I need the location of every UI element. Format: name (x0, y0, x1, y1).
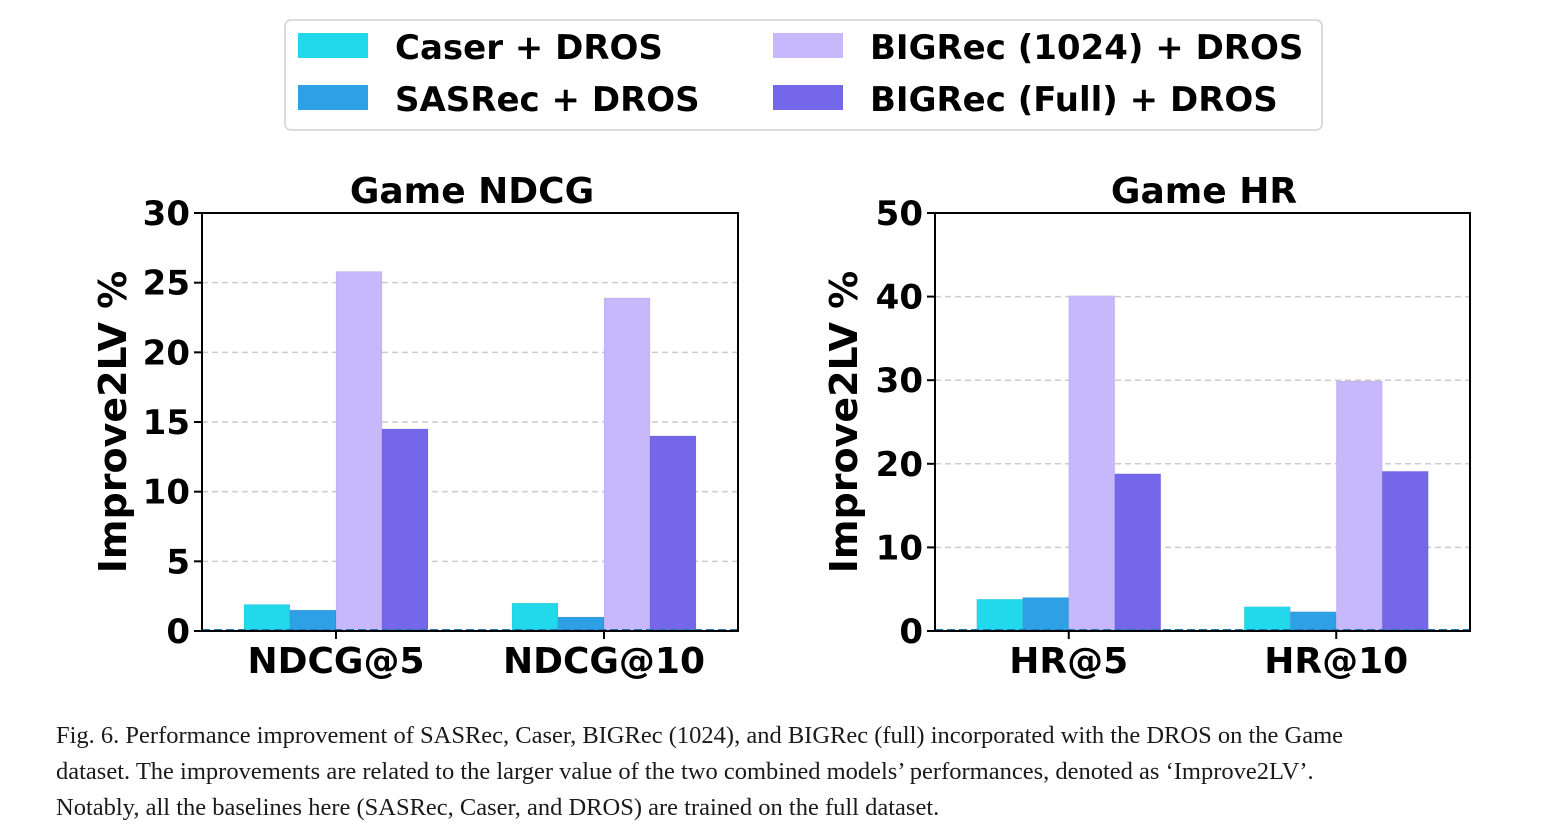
bar-sasrec-dros-hr-5 (1022, 597, 1070, 632)
x-tick-label-ndcg-10: NDCG@10 (503, 641, 705, 682)
y-tick-label: 5 (166, 542, 190, 582)
x-tick-label-hr-10: HR@10 (1264, 641, 1408, 682)
y-tick-label: 10 (143, 473, 190, 513)
bar-bigrec-full-dros-ndcg-10 (649, 435, 697, 632)
x-tick-label-hr-5: HR@5 (1009, 641, 1128, 682)
y-tick-label: 40 (876, 278, 923, 318)
y-tick-label: 20 (876, 445, 923, 485)
legend-label-bigrec-full-dros: BIGRec (Full) + DROS (870, 80, 1278, 120)
legend: Caser + DROS SASRec + DROS BIGRec (1024) +… (284, 19, 1323, 131)
bar-caser-dros-ndcg-5 (243, 604, 291, 632)
bar-sasrec-dros-ndcg-10 (557, 616, 605, 632)
legend-swatch-bigrec-1024-dros (773, 33, 843, 58)
bar-caser-dros-ndcg-10 (511, 602, 559, 632)
y-tick-label: 50 (876, 194, 923, 234)
legend-swatch-caser-dros (298, 33, 368, 58)
figure: Caser + DROS SASRec + DROS BIGRec (1024) +… (91, 19, 1471, 682)
bar-bigrec-1024-dros-ndcg-5 (335, 271, 383, 632)
caption-line-2: dataset. The improvements are related to… (56, 758, 1314, 785)
y-tick-label: 30 (876, 361, 923, 401)
chart-title: Game HR (1111, 171, 1297, 212)
panel-game-ndcg: 0 5 10 15 20 25 30 NDCG@5 NDCG@10 Game NDCG Improv… (91, 171, 739, 682)
bar-sasrec-dros-ndcg-5 (289, 609, 337, 632)
y-tick-label: 25 (143, 264, 190, 304)
y-axis-label: Improve2LV % (91, 271, 135, 573)
legend-frame (284, 19, 1323, 131)
y-tick-label: 20 (143, 333, 190, 373)
chart-title: Game NDCG (350, 171, 594, 212)
bar-bigrec-full-dros-hr-10 (1381, 470, 1429, 632)
bar-caser-dros-hr-5 (976, 598, 1024, 632)
y-tick-label: 10 (876, 528, 923, 568)
bar-caser-dros-hr-10 (1243, 606, 1291, 632)
legend-label-bigrec-1024-dros: BIGRec (1024) + DROS (870, 28, 1303, 68)
panel-game-hr: 0 10 20 30 40 50 HR@5 HR@10 Game HR Improve2LV % (822, 171, 1471, 682)
y-tick-label: 0 (899, 612, 923, 652)
bar-bigrec-1024-dros-hr-10 (1335, 380, 1383, 632)
y-tick-label: 30 (143, 194, 190, 234)
axes-frame (934, 212, 1471, 632)
bar-bigrec-1024-dros-hr-5 (1068, 295, 1116, 632)
caption-line-1: Fig. 6. Performance improvement of SASRe… (56, 722, 1344, 749)
y-axis-label: Improve2LV % (822, 271, 866, 573)
bar-sasrec-dros-hr-10 (1289, 611, 1337, 632)
legend-label-caser-dros: Caser + DROS (395, 28, 663, 68)
x-tick-label-ndcg-5: NDCG@5 (247, 641, 424, 682)
bar-bigrec-1024-dros-ndcg-10 (603, 297, 651, 632)
caption-line-3: Notably, all the baselines here (SASRec,… (56, 794, 940, 821)
legend-swatch-sasrec-dros (298, 85, 368, 110)
bar-bigrec-full-dros-ndcg-5 (381, 428, 429, 632)
y-tick-label: 15 (143, 403, 190, 443)
figure-caption: Fig. 6. Performance improvement of SASRe… (56, 718, 1536, 826)
legend-swatch-bigrec-full-dros (773, 85, 843, 110)
y-tick-label: 0 (166, 612, 190, 652)
legend-label-sasrec-dros: SASRec + DROS (395, 80, 700, 120)
bar-bigrec-full-dros-hr-5 (1114, 473, 1162, 632)
